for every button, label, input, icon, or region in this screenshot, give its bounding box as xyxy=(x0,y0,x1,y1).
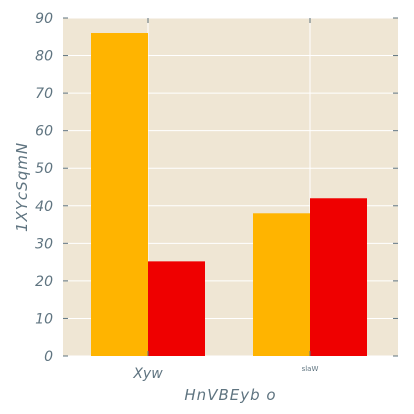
y-tick-labels: 0 10 20 30 40 50 60 70 80 90 xyxy=(35,11,53,365)
y-tick-label: 60 xyxy=(35,124,53,140)
y-tick-label: 80 xyxy=(35,49,53,65)
tick-marks xyxy=(63,17,398,357)
y-tick-label: 0 xyxy=(44,349,53,365)
y-tick-label: 10 xyxy=(35,311,53,327)
y-tick-label: 90 xyxy=(35,11,53,27)
y-tick-label: 30 xyxy=(35,236,53,252)
x-tick-label: Xyw xyxy=(132,366,163,382)
y-tick-label: 20 xyxy=(35,274,53,290)
y-tick-label: 70 xyxy=(35,86,53,102)
x-tick-label: slaW xyxy=(302,365,319,373)
y-axis-label: 1XYcSqmN xyxy=(13,142,31,232)
x-axis-label: HnVBEyb o xyxy=(184,386,276,404)
y-tick-label: 50 xyxy=(35,161,53,177)
bar-slaw-red xyxy=(310,198,367,356)
bar-xyw-orange xyxy=(91,33,148,357)
bar-xyw-red xyxy=(148,261,205,356)
x-tick-labels: Xyw slaW xyxy=(132,365,318,382)
bar-slaw-orange xyxy=(253,213,310,356)
y-tick-label: 40 xyxy=(35,199,53,215)
bars xyxy=(91,33,367,357)
